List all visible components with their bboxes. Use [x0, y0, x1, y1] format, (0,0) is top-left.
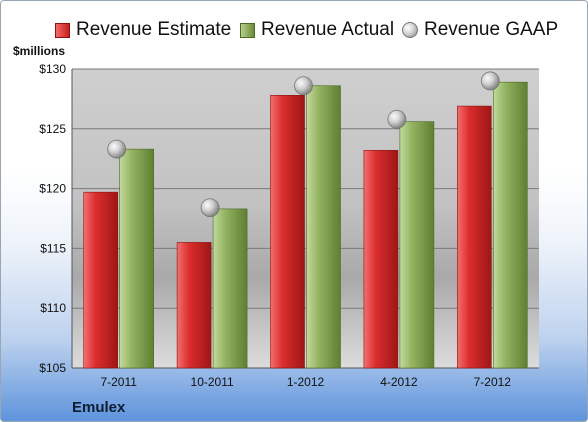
legend-label-revenue-actual: Revenue Actual: [261, 19, 395, 40]
bar-revenue-actual: [399, 121, 435, 369]
y-tick-label: $125: [39, 122, 66, 136]
y-tick-label: $120: [39, 182, 66, 196]
legend: Revenue Estimate Revenue Actual Revenue …: [1, 17, 587, 43]
y-tick-label: $110: [40, 301, 66, 315]
x-tick-label: 10-2011: [191, 375, 234, 389]
legend-item-revenue-actual: Revenue Actual: [240, 17, 394, 43]
bar-revenue-estimate: [456, 105, 492, 369]
x-tick-label: 7-2012: [474, 375, 512, 389]
legend-item-revenue-estimate: Revenue Estimate: [55, 17, 231, 43]
x-tick-label: 4-2012: [380, 375, 418, 389]
legend-label-revenue-estimate: Revenue Estimate: [76, 19, 232, 40]
legend-swatch-revenue-actual: [240, 22, 255, 38]
marker-revenue-gaap: [107, 139, 127, 159]
legend-item-revenue-gaap: Revenue GAAP: [402, 17, 558, 43]
y-tick-label: $115: [40, 241, 66, 255]
bar-revenue-actual: [119, 148, 154, 369]
bar-revenue-actual: [306, 85, 341, 369]
x-tick-label: 1-2012: [287, 375, 325, 389]
legend-swatch-revenue-gaap: [402, 22, 418, 38]
bar-revenue-actual: [212, 208, 248, 369]
company-name: Emulex: [72, 399, 126, 416]
bar-revenue-estimate: [83, 191, 118, 369]
legend-label-revenue-gaap: Revenue GAAP: [424, 19, 559, 40]
marker-revenue-gaap: [294, 76, 313, 96]
marker-revenue-gaap: [480, 71, 500, 91]
bar-revenue-estimate: [363, 150, 399, 369]
marker-revenue-gaap: [387, 109, 407, 129]
x-tick-label: 7-2011: [100, 375, 137, 389]
y-tick-label: $105: [39, 361, 66, 375]
marker-revenue-gaap: [200, 198, 220, 218]
y-axis-unit-label: $millions: [13, 44, 66, 58]
bar-revenue-estimate: [176, 242, 212, 369]
bar-revenue-actual: [492, 81, 528, 369]
y-tick-label: $130: [39, 62, 66, 76]
bar-revenue-estimate: [270, 95, 305, 369]
legend-swatch-revenue-estimate: [55, 22, 70, 38]
